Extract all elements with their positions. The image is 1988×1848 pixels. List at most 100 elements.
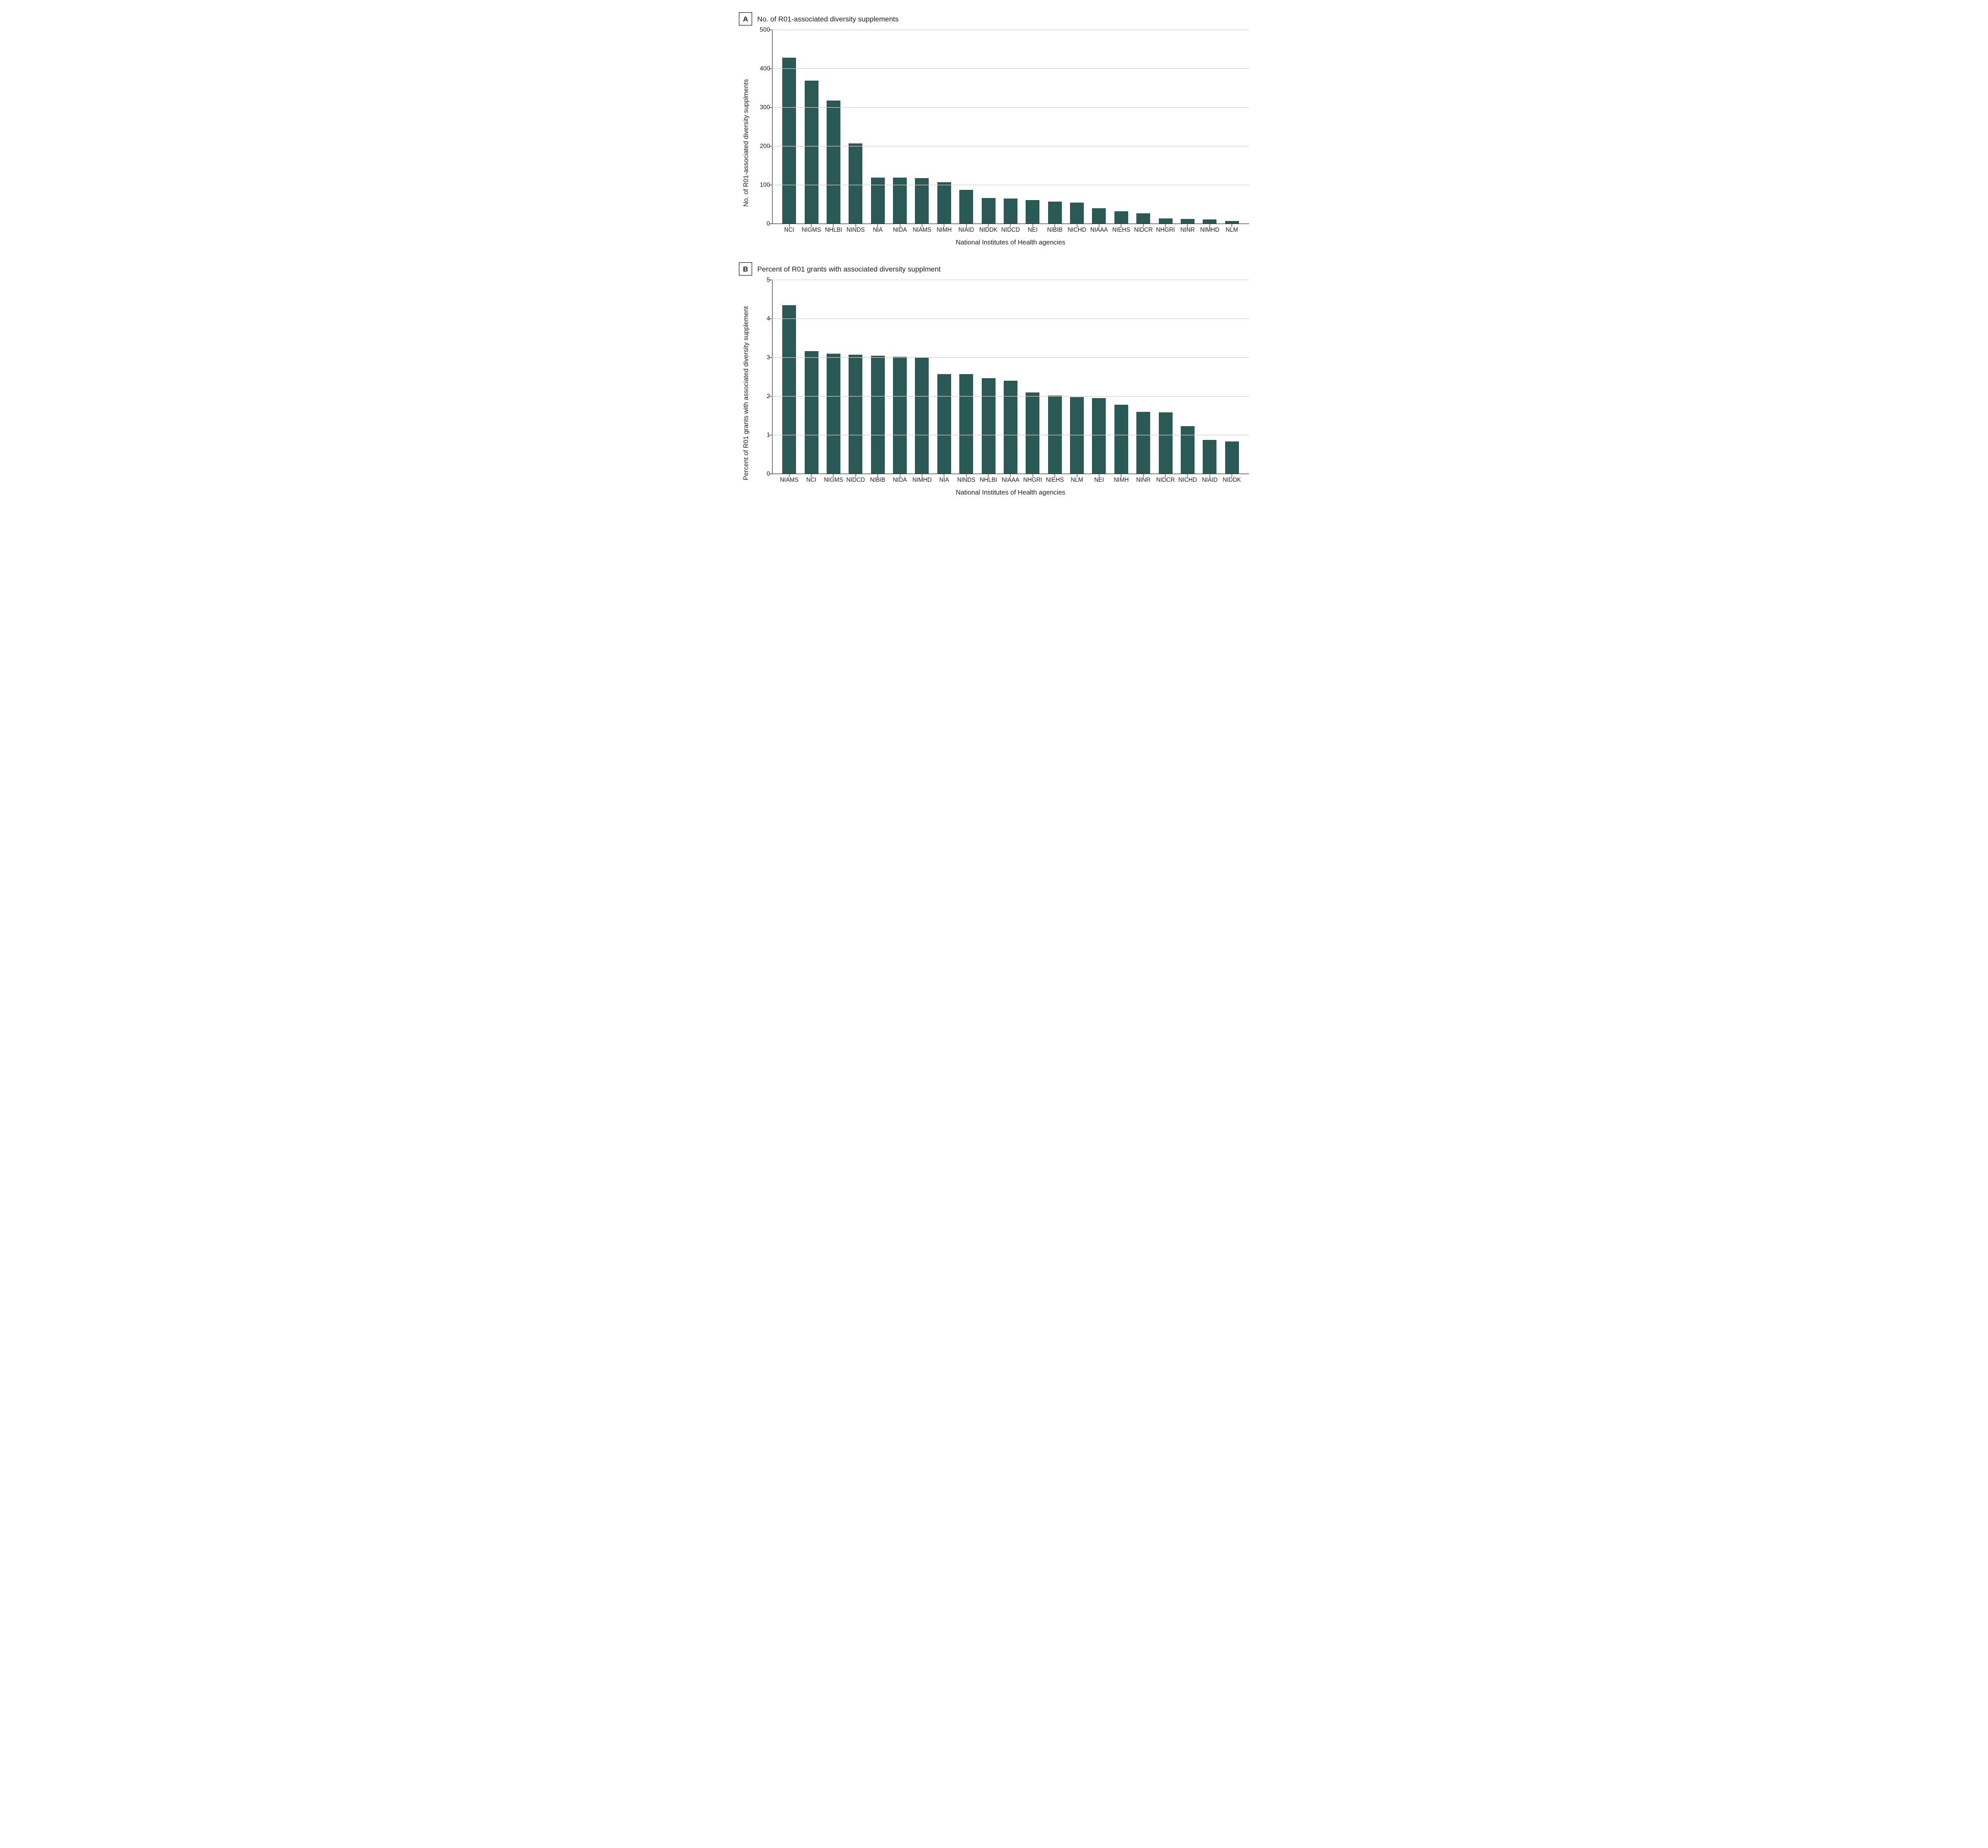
panel-b-ylabel: Percent of R01 grants with associated di… (739, 280, 750, 496)
x-label: NIDCR (1132, 227, 1154, 233)
x-label: NLM (1066, 477, 1088, 483)
bar (782, 305, 796, 474)
figure-container: A No. of R01-associated diversity supple… (739, 12, 1249, 496)
bar-slot (844, 280, 866, 474)
x-label: NIGMS (800, 227, 822, 233)
bar (959, 374, 973, 474)
bar (1026, 392, 1039, 474)
bar (1159, 412, 1173, 474)
bar (849, 355, 862, 474)
bar-slot (778, 280, 800, 474)
bar-slot (1154, 280, 1176, 474)
gridline (772, 396, 1249, 397)
panel-b-letter: B (739, 262, 752, 276)
bar-slot (1044, 30, 1066, 224)
panel-a-bars (772, 30, 1249, 224)
gridline (772, 68, 1249, 69)
bar-slot (1066, 280, 1088, 474)
bar (1092, 208, 1106, 224)
y-tick-label: 0 (750, 470, 770, 477)
bar-slot (1022, 280, 1043, 474)
x-tick-mark (855, 224, 856, 227)
bar-slot (911, 280, 933, 474)
x-tick-mark (1121, 224, 1122, 227)
x-label: NINR (1132, 477, 1154, 483)
y-tick-label: 2 (750, 392, 770, 400)
x-label: NIMHD (1199, 227, 1221, 233)
bar (782, 58, 796, 224)
bar (1004, 199, 1017, 224)
bar-slot (1199, 280, 1221, 474)
bar (827, 354, 840, 474)
bar-slot (1110, 30, 1132, 224)
x-tick-mark (855, 474, 856, 477)
x-tick-mark (1165, 474, 1166, 477)
x-label: NICHD (1177, 477, 1199, 483)
x-label: NHLBI (977, 477, 999, 483)
bar (1136, 213, 1150, 224)
x-label: NEI (1022, 227, 1043, 233)
bar (937, 374, 951, 474)
bar-slot (1132, 280, 1154, 474)
bar-slot (1000, 30, 1022, 224)
bar (1092, 398, 1106, 474)
x-label: NHGRI (1154, 227, 1176, 233)
bar (959, 190, 973, 224)
x-tick-mark (1209, 474, 1210, 477)
bar-slot (800, 280, 822, 474)
bar-slot (955, 30, 977, 224)
x-label: NINDS (955, 477, 977, 483)
x-label: NIMHD (911, 477, 933, 483)
bar (805, 81, 818, 224)
x-tick-mark (833, 224, 834, 227)
x-label: NIDA (889, 227, 911, 233)
x-tick-mark (1143, 224, 1144, 227)
panel-a-grid: 0100200300400500 (772, 30, 1249, 224)
bar-slot (1177, 280, 1199, 474)
bar-slot (1088, 280, 1110, 474)
x-label: NIEHS (1110, 227, 1132, 233)
bar (1048, 202, 1062, 224)
y-tick-label: 3 (750, 354, 770, 361)
bar (1114, 211, 1128, 224)
bar-slot (955, 280, 977, 474)
x-label: NIAID (1199, 477, 1221, 483)
x-tick-mark (1032, 224, 1033, 227)
panel-a-header: A No. of R01-associated diversity supple… (739, 12, 1249, 26)
bar (893, 357, 907, 474)
x-label: NIDCD (844, 477, 866, 483)
bar-slot (933, 280, 955, 474)
bar-slot (1022, 30, 1043, 224)
x-tick-mark (944, 224, 945, 227)
x-tick-mark (1010, 474, 1011, 477)
bar (982, 198, 996, 224)
y-tick-label: 200 (750, 142, 770, 150)
bar-slot (1199, 30, 1221, 224)
x-label: NIAMS (778, 477, 800, 483)
panel-a-ylabel: No. of R01-associated diversity supplmen… (739, 30, 750, 246)
y-tick-label: 1 (750, 431, 770, 438)
bar-slot (889, 30, 911, 224)
bar-slot (823, 30, 844, 224)
bar (1136, 412, 1150, 474)
panel-a-title: No. of R01-associated diversity suppleme… (757, 15, 899, 23)
bar-slot (1088, 30, 1110, 224)
bar (1026, 200, 1039, 224)
bar-slot (1221, 280, 1243, 474)
panel-b-grid: 012345 (772, 280, 1249, 474)
y-tick-label: 500 (750, 26, 770, 33)
y-tick-label: 300 (750, 104, 770, 111)
x-tick-mark (811, 474, 812, 477)
bar (937, 182, 951, 224)
bar (871, 356, 885, 474)
bar-slot (977, 30, 999, 224)
x-label: NIBIB (1044, 227, 1066, 233)
x-tick-mark (1187, 224, 1188, 227)
bar (1159, 218, 1173, 224)
x-tick-mark (1165, 224, 1166, 227)
x-label: NIA (933, 477, 955, 483)
bar-slot (911, 30, 933, 224)
bar-slot (800, 30, 822, 224)
x-tick-mark (1187, 474, 1188, 477)
x-label: NIAAA (1088, 227, 1110, 233)
